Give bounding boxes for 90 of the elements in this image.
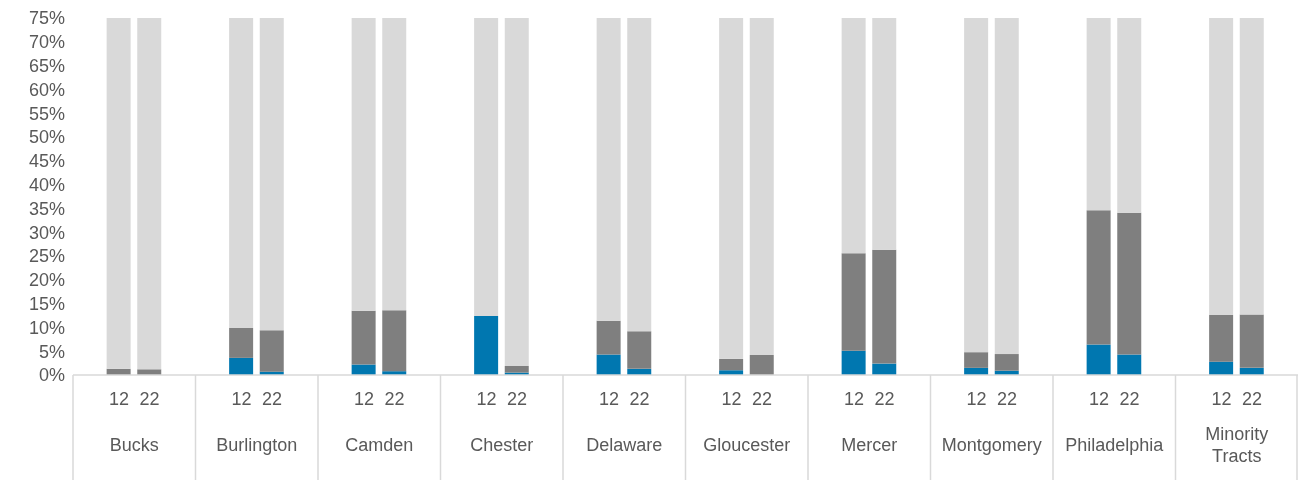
- bar: [1209, 18, 1234, 316]
- bar: [1086, 210, 1111, 345]
- bar: [627, 331, 652, 369]
- y-tick-label: 70%: [28, 32, 65, 53]
- bar: [719, 358, 744, 371]
- y-tick-label: 0%: [38, 365, 65, 386]
- x-tick-label: 12: [476, 389, 497, 409]
- text: Bucks: [109, 435, 159, 455]
- x-tick-label: 12: [1211, 389, 1232, 409]
- bar: [1086, 18, 1111, 211]
- bar: [259, 330, 284, 372]
- bar: [229, 18, 254, 328]
- bar: [259, 18, 284, 331]
- text: Gloucester: [703, 435, 791, 455]
- x-tick-label: 12: [1088, 389, 1109, 409]
- x-tick-label: 22: [997, 389, 1018, 409]
- bar: [872, 18, 897, 250]
- bar: [841, 350, 866, 375]
- x-tick-label: 22: [262, 389, 283, 409]
- y-tick-label: 15%: [28, 293, 65, 314]
- text: Montgomery: [941, 435, 1042, 455]
- text: Camden: [345, 435, 414, 455]
- text: Mercer: [841, 435, 898, 455]
- bar: [994, 354, 1019, 371]
- bar: [872, 249, 897, 364]
- bar: [137, 18, 162, 370]
- bar: [229, 327, 254, 358]
- bar: [596, 18, 621, 321]
- y-tick-label: 75%: [28, 8, 65, 29]
- text: Burlington: [216, 435, 298, 455]
- bar: [994, 18, 1019, 355]
- x-tick-label: 12: [598, 389, 619, 409]
- bar: [1239, 314, 1264, 368]
- bar: [351, 18, 376, 311]
- x-tick-label: 22: [874, 389, 895, 409]
- bar: [504, 18, 529, 366]
- bar: [1239, 18, 1264, 315]
- x-tick-label: 22: [139, 389, 160, 409]
- bar: [964, 352, 989, 368]
- bar: [1117, 354, 1142, 375]
- x-tick-label: 12: [966, 389, 987, 409]
- text: Delaware: [586, 435, 663, 455]
- y-tick-label: 60%: [28, 79, 65, 100]
- bar: [1117, 212, 1142, 355]
- bar: [474, 18, 499, 316]
- bar: [964, 18, 989, 353]
- bar: [719, 18, 744, 359]
- bar: [106, 18, 131, 369]
- bar: [229, 357, 254, 375]
- y-tick-label: 10%: [28, 317, 65, 338]
- bar: [1209, 361, 1234, 375]
- x-tick-label: 22: [752, 389, 773, 409]
- y-tick-label: 35%: [28, 198, 65, 219]
- bar: [1117, 18, 1142, 213]
- x-tick-label: 12: [721, 389, 742, 409]
- y-tick-label: 65%: [28, 55, 65, 76]
- x-tick-label: 12: [353, 389, 374, 409]
- y-tick-label: 45%: [28, 151, 65, 172]
- bar: [749, 18, 774, 356]
- y-tick-label: 30%: [28, 222, 65, 243]
- y-tick-label: 5%: [38, 341, 65, 362]
- text: Chester: [470, 435, 534, 455]
- x-tick-label: 12: [108, 389, 129, 409]
- bar: [749, 355, 774, 375]
- bar: [627, 18, 652, 332]
- bar: [596, 320, 621, 355]
- bar: [841, 253, 866, 351]
- y-tick-label: 20%: [28, 270, 65, 291]
- x-tick-label: 22: [1119, 389, 1140, 409]
- bar: [841, 18, 866, 254]
- bar: [1209, 315, 1234, 362]
- bar: [504, 365, 529, 373]
- text: Minority Tracts: [1205, 424, 1269, 466]
- y-tick-label: 40%: [28, 174, 65, 195]
- x-tick-label: 12: [843, 389, 864, 409]
- x-tick-label: 22: [384, 389, 405, 409]
- x-tick-label: 12: [231, 389, 252, 409]
- y-tick-label: 55%: [28, 103, 65, 124]
- bar: [596, 354, 621, 375]
- x-tick-label: 22: [507, 389, 528, 409]
- bar: [351, 310, 376, 365]
- bar: [474, 315, 499, 375]
- x-tick-label: 22: [629, 389, 650, 409]
- text: Philadelphia: [1065, 435, 1165, 455]
- y-tick-label: 50%: [28, 127, 65, 148]
- bar: [382, 310, 407, 372]
- y-tick-label: 25%: [28, 246, 65, 267]
- bar: [382, 18, 407, 311]
- bar: [1086, 344, 1111, 375]
- x-tick-label: 22: [1242, 389, 1263, 409]
